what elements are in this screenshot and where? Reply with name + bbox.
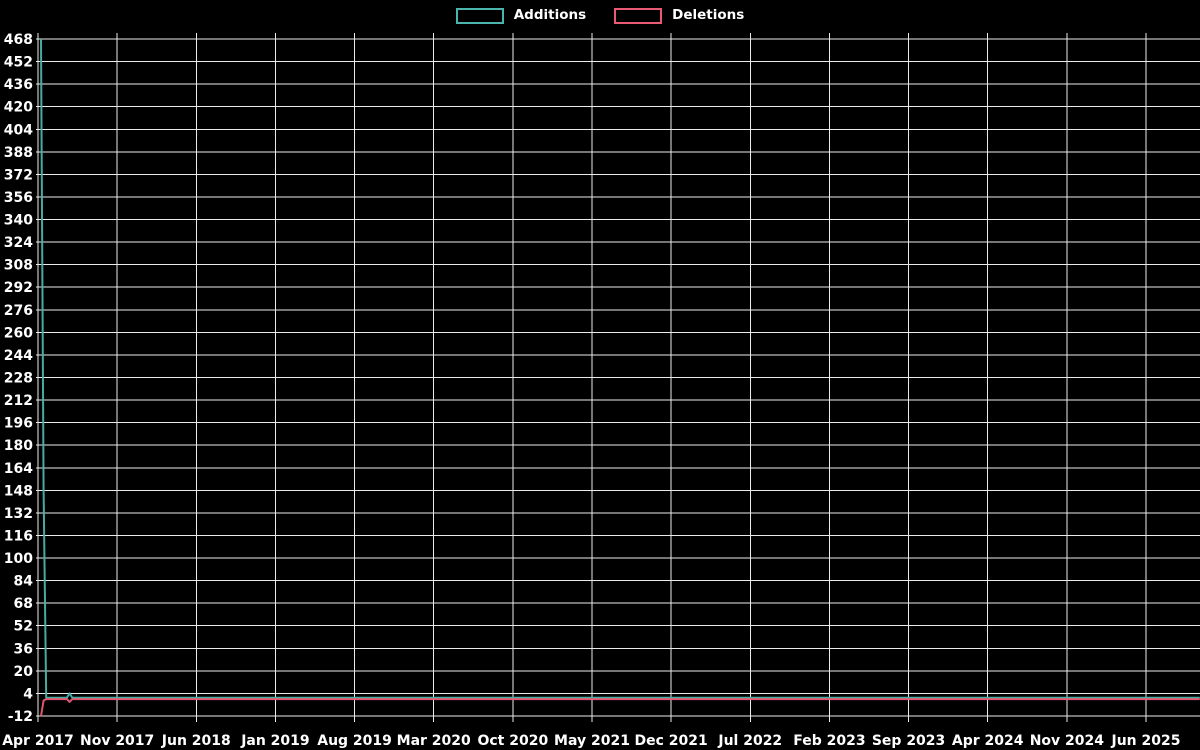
y-tick-label: 68 (14, 596, 33, 612)
deletions-swatch-icon (614, 8, 663, 24)
y-tick-label: 308 (4, 258, 33, 274)
x-grid-and-labels: Apr 2017 Nov 2017 Jun 2018 Jan 2019 Aug 2019… (2, 33, 1180, 749)
y-tick-label: 148 (4, 483, 33, 499)
y-tick-label: 84 (14, 574, 34, 590)
y-tick-label: 52 (14, 619, 33, 635)
y-tick-label: 228 (4, 371, 33, 387)
y-tick-label: 404 (4, 122, 33, 138)
y-grid-and-labels: 4684524364204043883723563403243082922762… (4, 32, 1200, 725)
y-tick-label: 340 (4, 213, 33, 229)
additions-line (40, 38, 1200, 699)
y-tick-label: 180 (4, 438, 33, 454)
x-tick-label: May 2021 (554, 733, 630, 749)
legend-label-additions: Additions (513, 7, 587, 24)
x-tick-label: Jun 2025 (1111, 733, 1181, 749)
x-tick-label: Aug 2019 (317, 733, 392, 749)
additions-swatch-icon (455, 8, 504, 24)
x-tick-label: Sep 2023 (872, 733, 945, 749)
y-tick-label: 420 (4, 100, 33, 116)
y-tick-label: 452 (4, 55, 33, 71)
x-tick-label: Apr 2017 (2, 733, 74, 749)
y-tick-label: 276 (4, 303, 33, 319)
y-tick-label: 388 (4, 145, 33, 161)
y-tick-label: 196 (4, 416, 33, 432)
y-tick-label: 436 (4, 77, 33, 93)
legend-item-additions[interactable]: Additions (455, 7, 587, 24)
y-tick-label: 356 (4, 190, 33, 206)
x-tick-label: Jun 2018 (161, 733, 231, 749)
x-tick-label: Jul 2022 (717, 733, 782, 749)
y-tick-label: 36 (14, 641, 33, 657)
x-tick-label: Nov 2017 (80, 733, 154, 749)
x-tick-label: Mar 2020 (397, 733, 471, 749)
x-tick-label: Dec 2021 (635, 733, 708, 749)
x-tick-label: Feb 2023 (793, 733, 865, 749)
y-tick-label: 260 (4, 325, 33, 341)
x-tick-label: Apr 2024 (952, 733, 1024, 749)
deletions-line (40, 698, 1200, 717)
y-tick-label: 20 (14, 664, 34, 680)
y-tick-label: -12 (8, 709, 33, 725)
y-tick-label: 244 (4, 348, 33, 364)
x-tick-label: Jan 2019 (240, 733, 309, 749)
y-tick-label: 164 (4, 461, 33, 477)
legend-label-deletions: Deletions (672, 7, 745, 24)
chart-legend: Additions Deletions (0, 8, 1200, 24)
x-tick-label: Oct 2020 (477, 733, 548, 749)
y-tick-label: 4 (23, 686, 33, 702)
x-tick-label: Nov 2024 (1030, 733, 1105, 749)
y-tick-label: 212 (4, 393, 33, 409)
y-tick-label: 292 (4, 280, 33, 296)
legend-item-deletions[interactable]: Deletions (614, 8, 744, 24)
y-tick-label: 372 (4, 167, 33, 183)
y-tick-label: 100 (4, 551, 33, 567)
y-tick-label: 468 (4, 32, 33, 48)
y-tick-label: 132 (4, 506, 33, 522)
y-tick-label: 324 (4, 235, 33, 251)
y-tick-label: 116 (4, 528, 33, 544)
